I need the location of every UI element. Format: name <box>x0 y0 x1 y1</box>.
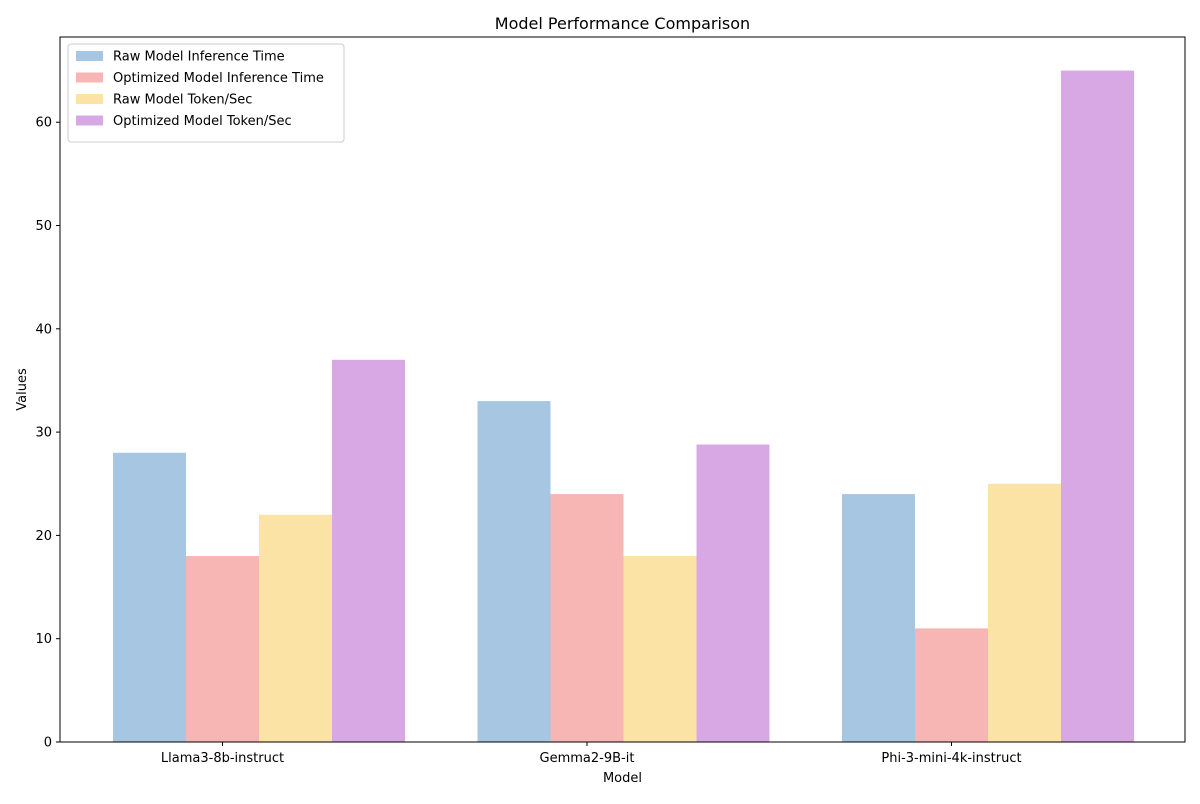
chart-title: Model Performance Comparison <box>495 14 750 33</box>
x-axis: Llama3-8b-instruct Gemma2-9B-it Phi-3-mini… <box>161 742 1022 766</box>
bar-series-2-category-0 <box>259 514 332 742</box>
bar-series-1-category-1 <box>550 494 624 742</box>
plot-frame <box>59 36 1186 743</box>
y-tick-label-0: 0 <box>44 736 52 751</box>
bar-series-3-category-0 <box>332 359 405 742</box>
legend-label-2: Raw Model Token/Sec <box>113 93 252 108</box>
bar-series-0-category-1 <box>477 401 551 742</box>
bar-series-1-category-2 <box>915 628 988 742</box>
y-tick-label-4: 40 <box>35 322 52 337</box>
legend-swatch-3 <box>76 115 103 126</box>
legend-swatch-1 <box>76 72 103 83</box>
bar-series-0-category-2 <box>842 494 915 742</box>
bar-series-0-category-0 <box>113 452 186 742</box>
legend-swatch-2 <box>76 94 103 104</box>
y-tick-label-2: 20 <box>35 529 52 544</box>
legend-label-1: Optimized Model Inference Time <box>113 71 324 86</box>
bar-series-3-category-1 <box>696 444 770 742</box>
bar-series-3-category-2 <box>1061 70 1134 743</box>
y-tick-label-6: 60 <box>35 116 52 131</box>
legend-label-0: Raw Model Inference Time <box>113 50 285 65</box>
y-axis: 0 10 20 30 40 50 60 <box>35 116 60 751</box>
bars-layer <box>113 70 1134 743</box>
y-tick-label-3: 30 <box>35 426 52 441</box>
bar-series-1-category-0 <box>186 556 259 742</box>
x-tick-label-0: Llama3-8b-instruct <box>161 751 284 766</box>
y-tick-label-1: 10 <box>35 632 52 647</box>
legend-swatch-0 <box>76 51 103 61</box>
x-axis-label: Model <box>603 771 642 786</box>
bar-series-2-category-2 <box>988 483 1061 742</box>
bar-series-2-category-1 <box>623 556 697 742</box>
y-tick-label-5: 50 <box>35 219 52 234</box>
legend-box <box>67 43 345 143</box>
y-axis-label: Values <box>15 368 30 411</box>
x-tick-label-1: Gemma2-9B-it <box>540 751 635 766</box>
x-tick-label-2: Phi-3-mini-4k-instruct <box>881 751 1021 766</box>
legend-label-3: Optimized Model Token/Sec <box>113 114 292 129</box>
legend: Raw Model Inference Time Optimized Model … <box>67 43 345 143</box>
